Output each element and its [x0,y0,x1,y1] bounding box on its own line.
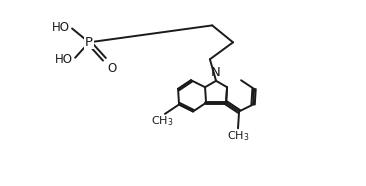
Text: P: P [85,36,93,49]
Text: O: O [108,62,117,75]
Text: HO: HO [55,53,73,66]
Text: CH$_3$: CH$_3$ [227,129,249,143]
Text: CH$_3$: CH$_3$ [151,114,173,128]
Text: HO: HO [52,21,70,34]
Text: N: N [211,65,221,78]
